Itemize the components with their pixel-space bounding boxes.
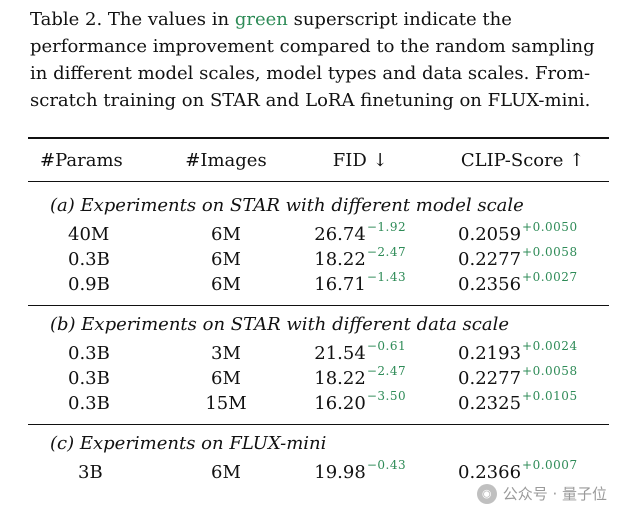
cell-images: 6M [211,249,241,270]
table-row: 3B 6M 19.98−0.43 0.2366+0.0007 [28,458,609,485]
table-header-row: #Params #Images FID ↓ CLIP-Score ↑ [28,140,609,180]
fid-delta: −3.50 [366,389,407,403]
cell-images: 6M [211,462,241,483]
cell-params: 0.3B [68,393,110,414]
watermark: ◉ 公众号 · 量子位 [476,483,607,504]
clip-delta: +0.0050 [522,220,578,234]
cell-fid: 18.22−2.47 [284,364,436,391]
clip-delta: +0.0024 [522,339,578,353]
cell-params: 0.3B [68,368,110,389]
fid-delta: −2.47 [366,245,407,259]
clip-delta: +0.0007 [522,458,578,472]
results-table: #Params #Images FID ↓ CLIP-Score ↑ (a) E… [28,140,609,485]
table-row: 40M 6M 26.74−1.92 0.2059+0.0050 [28,220,609,247]
cell-clip: 0.2325+0.0105 [436,389,609,416]
section-title: (a) Experiments on STAR with different m… [50,194,524,216]
cell-clip: 0.2277+0.0058 [436,364,609,391]
fid-value: 21.54 [314,343,366,364]
header-fid: FID ↓ [332,149,388,171]
fid-value: 19.98 [314,462,366,483]
cell-fid: 16.71−1.43 [284,270,436,297]
cell-params: 40M [68,224,110,245]
cell-clip: 0.2059+0.0050 [436,220,609,247]
wechat-icon: ◉ [476,483,497,504]
cell-fid: 21.54−0.61 [284,339,436,366]
fid-delta: −0.61 [366,339,407,353]
clip-value: 0.2193 [458,343,522,364]
caption-text-after: superscript indicate the performance imp… [30,9,595,111]
section-divider [28,305,609,307]
fid-value: 26.74 [314,224,366,245]
table-row: 0.3B 6M 18.22−2.47 0.2277+0.0058 [28,245,609,272]
fid-value: 16.71 [314,274,366,295]
cell-params: 0.3B [68,343,110,364]
cell-fid: 26.74−1.92 [284,220,436,247]
section-b-title-row: (b) Experiments on STAR with different d… [28,307,609,341]
header-rule [28,181,609,182]
cell-params: 0.3B [68,249,110,270]
table-row: 0.3B 15M 16.20−3.50 0.2325+0.0105 [28,389,609,416]
clip-delta: +0.0058 [522,364,578,378]
caption-text-before: The values in [107,9,230,30]
header-images: #Images [185,149,267,171]
clip-value: 0.2356 [458,274,522,295]
cell-images: 6M [211,224,241,245]
header-clip-score: CLIP-Score ↑ [460,149,585,171]
cell-images: 6M [211,274,241,295]
table-caption: Table 2. The values in green superscript… [30,6,615,114]
table-row: 0.3B 3M 21.54−0.61 0.2193+0.0024 [28,339,609,366]
cell-clip: 0.2193+0.0024 [436,339,609,366]
caption-green-word: green [234,9,288,30]
cell-params: 0.9B [68,274,110,295]
fid-value: 18.22 [314,249,366,270]
cell-images: 15M [205,393,247,414]
cell-params: 3B [78,462,103,483]
fid-value: 16.20 [314,393,366,414]
cell-clip: 0.2366+0.0007 [436,458,609,485]
clip-value: 0.2366 [458,462,522,483]
table-row: 0.9B 6M 16.71−1.43 0.2356+0.0027 [28,270,609,297]
section-divider [28,424,609,426]
clip-value: 0.2325 [458,393,522,414]
clip-value: 0.2277 [458,368,522,389]
fid-delta: −2.47 [366,364,407,378]
section-title: (b) Experiments on STAR with different d… [50,313,509,335]
fid-delta: −0.43 [366,458,407,472]
header-params: #Params [40,149,123,171]
fid-delta: −1.92 [366,220,407,234]
watermark-text: 公众号 · 量子位 [502,485,607,503]
fid-delta: −1.43 [366,270,407,284]
top-rule [28,137,609,139]
cell-clip: 0.2356+0.0027 [436,270,609,297]
clip-delta: +0.0105 [522,389,578,403]
clip-delta: +0.0027 [522,270,578,284]
caption-label: Table 2. [30,9,103,30]
clip-value: 0.2277 [458,249,522,270]
table-row: 0.3B 6M 18.22−2.47 0.2277+0.0058 [28,364,609,391]
cell-clip: 0.2277+0.0058 [436,245,609,272]
section-title: (c) Experiments on FLUX-mini [50,432,327,454]
cell-fid: 19.98−0.43 [284,458,436,485]
section-c-title-row: (c) Experiments on FLUX-mini [28,426,609,460]
section-a-title-row: (a) Experiments on STAR with different m… [28,188,609,222]
clip-value: 0.2059 [458,224,522,245]
cell-images: 6M [211,368,241,389]
cell-fid: 16.20−3.50 [284,389,436,416]
fid-value: 18.22 [314,368,366,389]
cell-images: 3M [211,343,241,364]
cell-fid: 18.22−2.47 [284,245,436,272]
clip-delta: +0.0058 [522,245,578,259]
